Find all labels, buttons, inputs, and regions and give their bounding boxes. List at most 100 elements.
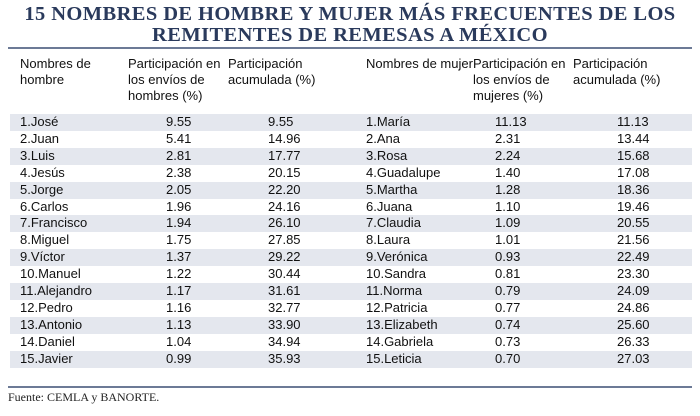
table-body: 1.José 9.55 9.55 1.María 11.13 11.13 2.Juan 5.4… [10, 114, 692, 368]
cumulative-cell: 32.77 [268, 299, 301, 315]
cumulative-cell: 19.46 [617, 198, 650, 214]
cumulative-cell: 35.93 [228, 350, 358, 368]
share-cell: 9.55 [128, 114, 228, 131]
table-row: 4.Jesús 2.38 20.15 4.Guadalupe 1.40 17.08 [10, 165, 692, 182]
table-row: 12.Pedro 1.16 32.77 12.Patricia 0.77 24.86 [10, 300, 692, 317]
cumulative-cell: 31.61 [228, 283, 358, 300]
name-cell: 1.José [10, 114, 128, 131]
name-cell: 14.Daniel [20, 333, 75, 349]
cumulative-cell: 18.36 [573, 181, 692, 199]
names-table: Nombres de hombre Participación en los e… [10, 56, 692, 368]
cumulative-cell: 20.15 [268, 164, 301, 180]
table-row: 10.Manuel 1.22 30.44 10.Sandra 0.81 23.30 [10, 266, 692, 283]
table-header-row: Nombres de hombre Participación en los e… [10, 56, 692, 114]
header-women-name: Nombres de mujer [366, 56, 473, 71]
share-cell: 2.24 [473, 147, 573, 165]
share-cell: 0.77 [495, 299, 521, 315]
share-cell: 2.05 [128, 181, 228, 199]
name-cell: 9.Verónica [358, 249, 473, 267]
name-cell: 7.Claudia [358, 215, 473, 233]
header-women-share: Participación en los envíos de mujeres (… [473, 56, 566, 103]
share-cell: 0.70 [473, 350, 573, 368]
cumulative-cell: 9.55 [228, 114, 358, 131]
table-row: 6.Carlos 1.96 24.16 6.Juana 1.10 19.46 [10, 199, 692, 216]
share-cell: 1.01 [495, 232, 521, 248]
name-cell: 3.Luis [10, 147, 128, 165]
cumulative-cell: 34.94 [268, 333, 301, 349]
share-cell: 1.28 [473, 181, 573, 199]
cumulative-cell: 22.49 [573, 249, 692, 267]
share-cell: 5.41 [166, 130, 192, 146]
header-men-share: Participación en los envíos de hombres (… [128, 56, 221, 103]
source-note: Fuente: CEMLA y BANORTE. [8, 390, 160, 404]
name-cell: 4.Jesús [20, 164, 65, 180]
cumulative-cell: 29.22 [228, 249, 358, 267]
cumulative-cell: 24.16 [268, 198, 301, 214]
table-row: 14.Daniel 1.04 34.94 14.Gabriela 0.73 26.33 [10, 334, 692, 351]
name-cell: 5.Jorge [10, 181, 128, 199]
table-row: 1.José 9.55 9.55 1.María 11.13 11.13 [10, 114, 692, 131]
share-cell: 0.79 [473, 283, 573, 300]
name-cell: 12.Pedro [20, 299, 73, 315]
name-cell: 15.Leticia [358, 350, 473, 368]
name-cell: 2.Ana [366, 130, 400, 146]
name-cell: 4.Guadalupe [366, 164, 441, 180]
share-cell: 0.81 [495, 266, 521, 282]
header-men-cum: Participación acumulada (%) [228, 56, 316, 87]
share-cell: 1.09 [473, 215, 573, 233]
bottom-rule [8, 386, 692, 388]
cumulative-cell: 26.33 [617, 333, 650, 349]
name-cell: 8.Miguel [20, 232, 70, 248]
name-cell: 2.Juan [20, 130, 60, 146]
table-row: 9.Víctor 1.37 29.22 9.Verónica 0.93 22.49 [10, 249, 692, 267]
cumulative-cell: 24.09 [573, 283, 692, 300]
cumulative-cell: 23.30 [617, 266, 650, 282]
title-line-1: 15 NOMBRES DE HOMBRE Y MUJER MÁS FRECUEN… [24, 3, 676, 25]
share-cell: 1.94 [128, 215, 228, 233]
table-row: 15.Javier 0.99 35.93 15.Leticia 0.70 27.03 [10, 350, 692, 368]
top-rule [8, 47, 692, 49]
name-cell: 14.Gabriela [366, 333, 434, 349]
share-cell: 1.22 [166, 266, 192, 282]
name-cell: 3.Rosa [358, 147, 473, 165]
table-row: 3.Luis 2.81 17.77 3.Rosa 2.24 15.68 [10, 147, 692, 165]
cumulative-cell: 27.85 [268, 232, 301, 248]
cumulative-cell: 24.86 [617, 299, 650, 315]
cumulative-cell: 26.10 [228, 215, 358, 233]
share-cell: 2.38 [166, 164, 192, 180]
share-cell: 2.31 [495, 130, 521, 146]
share-cell: 1.16 [166, 299, 192, 315]
table-row: 7.Francisco 1.94 26.10 7.Claudia 1.09 20.55 [10, 215, 692, 233]
share-cell: 0.99 [128, 350, 228, 368]
name-cell: 8.Laura [366, 232, 411, 248]
share-cell: 1.17 [128, 283, 228, 300]
name-cell: 12.Patricia [366, 299, 428, 315]
page-title: 15 NOMBRES DE HOMBRE Y MUJER MÁS FRECUEN… [0, 4, 700, 46]
cumulative-cell: 21.56 [617, 232, 650, 248]
share-cell: 11.13 [473, 114, 573, 131]
name-cell: 13.Antonio [10, 316, 128, 334]
name-cell: 11.Alejandro [10, 283, 128, 300]
share-cell: 1.37 [128, 249, 228, 267]
cumulative-cell: 13.44 [617, 130, 650, 146]
header-men-name: Nombres de hombre [20, 56, 91, 87]
share-cell: 1.04 [166, 333, 192, 349]
table-row: 2.Juan 5.41 14.96 2.Ana 2.31 13.44 [10, 131, 692, 148]
name-cell: 6.Carlos [20, 198, 69, 214]
share-cell: 1.13 [128, 316, 228, 334]
name-cell: 6.Juana [366, 198, 413, 214]
cumulative-cell: 14.96 [268, 130, 301, 146]
name-cell: 1.María [358, 114, 473, 131]
cumulative-cell: 33.90 [228, 316, 358, 334]
share-cell: 1.40 [495, 164, 521, 180]
cumulative-cell: 15.68 [573, 147, 692, 165]
name-cell: 10.Sandra [366, 266, 426, 282]
cumulative-cell: 30.44 [268, 266, 301, 282]
share-cell: 1.75 [166, 232, 192, 248]
cumulative-cell: 17.77 [228, 147, 358, 165]
cumulative-cell: 20.55 [573, 215, 692, 233]
share-cell: 0.73 [495, 333, 521, 349]
cumulative-cell: 11.13 [573, 114, 692, 131]
share-cell: 1.96 [166, 198, 192, 214]
